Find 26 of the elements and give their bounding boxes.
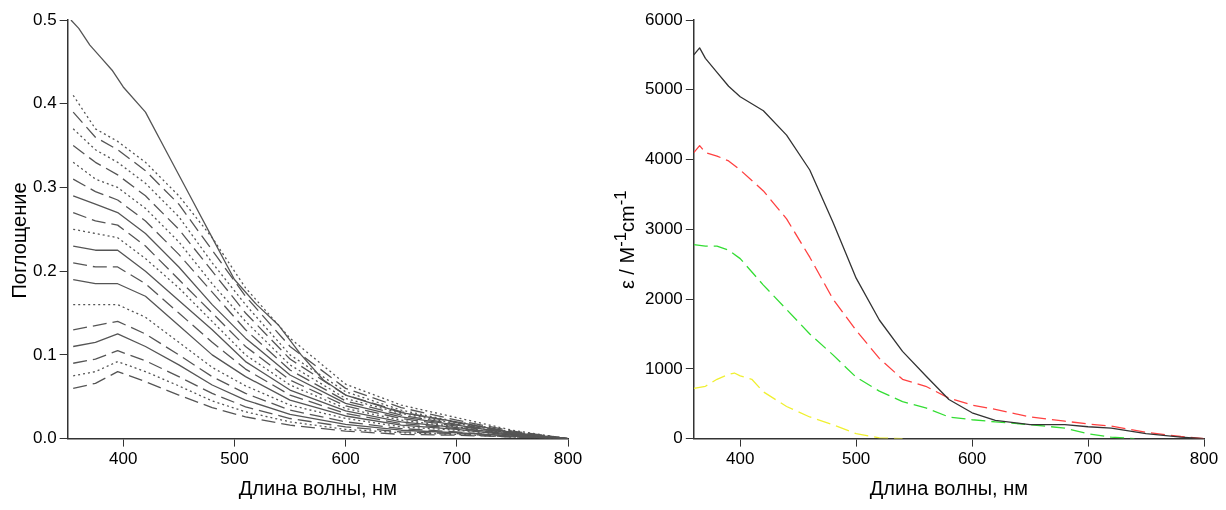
y-tick-label: 0.0 [32, 428, 57, 448]
y-tick-label: 0.4 [32, 93, 57, 113]
x-tick-label: 600 [331, 449, 360, 469]
y-tick-label: 0.5 [32, 9, 57, 29]
y-tick-label: 0.2 [32, 260, 57, 280]
x-tick-label: 700 [1073, 449, 1103, 469]
y-tick-label: 5000 [644, 79, 683, 99]
y-axis-title: Поглощение [7, 181, 31, 299]
y-tick-label: 0.1 [32, 344, 57, 364]
x-tick-label: 700 [442, 449, 471, 469]
y-tick-label: 1000 [644, 358, 683, 378]
x-tick-label: 800 [1189, 449, 1219, 469]
y-tick-label: 0.3 [32, 177, 57, 197]
x-tick-label: 600 [957, 449, 987, 469]
x-tick-label: 500 [220, 449, 249, 469]
y-tick-label: 4000 [644, 149, 683, 169]
x-axis-title: Длина волны, нм [238, 476, 397, 499]
y-tick-label: 2000 [644, 288, 683, 308]
y-tick-label: 6000 [644, 9, 683, 29]
x-tick-label: 400 [726, 449, 755, 469]
y-tick-label: 3000 [644, 218, 683, 238]
x-tick-label: 400 [109, 449, 138, 469]
x-tick-label: 800 [553, 449, 583, 469]
y-tick-label: 0 [673, 428, 683, 448]
x-tick-label: 500 [841, 449, 871, 469]
x-axis-title: Длина волны, нм [869, 476, 1029, 499]
